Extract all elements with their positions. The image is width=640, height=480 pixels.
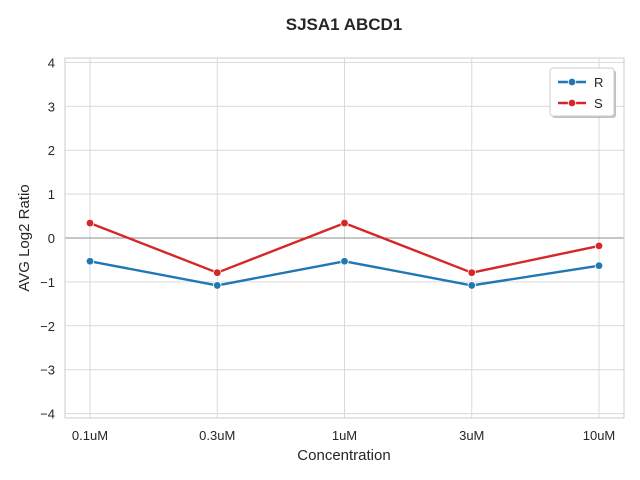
plot-frame [64,57,625,419]
y-tick-label: −2 [40,319,55,334]
y-tick-label: 4 [48,55,55,70]
data-point-S [85,218,95,228]
data-point-R [85,257,95,266]
data-point-S [340,218,349,228]
legend-label: S [594,96,603,111]
y-tick-label: −1 [40,275,55,290]
data-point-R [213,281,222,290]
legend-box [549,67,615,117]
y-tick-label: 2 [48,143,55,158]
chart-title: SJSA1 ABCD1 [286,15,403,34]
x-tick-label: 0.3uM [199,428,235,443]
series-layer [85,218,604,290]
y-axis-label: AVG Log2 Ratio [16,184,33,291]
x-tick-label: 1uM [332,428,357,443]
x-tick-label: 0.1uM [72,428,108,443]
data-point-S [467,268,476,277]
y-tick-label: −4 [40,407,55,422]
x-axis-label: Concentration [297,447,390,464]
data-point-S [213,268,222,277]
series-S [85,218,604,277]
legend-swatch-marker [567,98,577,108]
series-R [85,257,604,290]
legend: RS [549,67,616,118]
data-point-R [594,261,604,270]
y-tick-label: 3 [48,99,55,114]
data-point-R [340,257,349,266]
ticks: −4 −3 −2 −1 0 1 2 3 4 0.1uM 0.3uM 1uM 3uM 10uM [40,55,615,443]
legend-label: R [594,75,603,90]
data-point-R [467,281,476,290]
y-tick-label: −3 [40,363,55,378]
data-point-S [594,241,604,251]
legend-swatch-marker [567,77,577,87]
x-tick-label: 3uM [459,428,484,443]
y-tick-label: 1 [48,187,55,202]
y-tick-label: 0 [48,231,55,246]
x-tick-label: 10uM [583,428,616,443]
